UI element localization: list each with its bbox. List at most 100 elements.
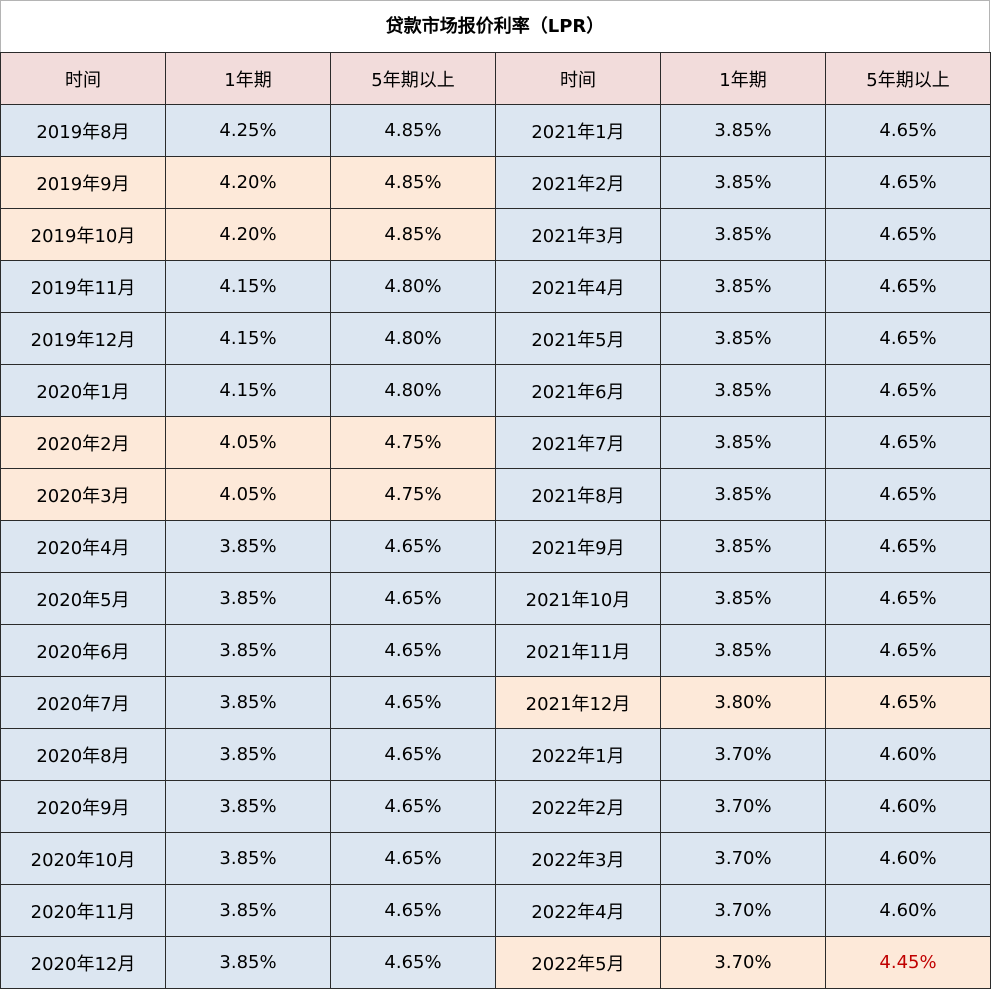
left-date-cell: 2020年12月 (0, 936, 166, 989)
right-rate-1y-cell: 3.85% (660, 364, 826, 417)
left-date-cell: 2020年6月 (0, 624, 166, 677)
left-rate-5y-cell: 4.65% (330, 624, 496, 677)
right-rate-1y-cell: 3.85% (660, 260, 826, 313)
right-date-cell: 2021年12月 (495, 676, 661, 729)
header-cell-date-left: 时间 (0, 52, 166, 105)
left-rate-1y-cell: 4.15% (165, 312, 331, 365)
left-rate-1y-cell: 4.20% (165, 156, 331, 209)
right-rate-1y-cell: 3.85% (660, 104, 826, 157)
left-date-cell: 2019年8月 (0, 104, 166, 157)
right-rate-5y-cell: 4.65% (825, 312, 991, 365)
left-date-cell: 2019年11月 (0, 260, 166, 313)
left-rate-1y-cell: 3.85% (165, 676, 331, 729)
table-row: 2020年2月 4.05% 4.75% 2021年7月 3.85% 4.65% (0, 416, 991, 469)
table-row: 2020年12月 3.85% 4.65% 2022年5月 3.70% 4.45% (0, 936, 991, 989)
right-rate-1y-cell: 3.85% (660, 468, 826, 521)
right-date-cell: 2021年3月 (495, 208, 661, 261)
left-rate-5y-cell: 4.65% (330, 884, 496, 937)
left-date-cell: 2019年10月 (0, 208, 166, 261)
right-rate-1y-cell: 3.85% (660, 520, 826, 573)
left-rate-5y-cell: 4.65% (330, 728, 496, 781)
right-rate-5y-cell: 4.65% (825, 156, 991, 209)
left-rate-5y-cell: 4.85% (330, 156, 496, 209)
right-date-cell: 2021年8月 (495, 468, 661, 521)
left-rate-1y-cell: 4.05% (165, 468, 331, 521)
header-cell-5y-right: 5年期以上 (825, 52, 991, 105)
left-date-cell: 2020年7月 (0, 676, 166, 729)
right-rate-1y-cell: 3.70% (660, 728, 826, 781)
left-rate-1y-cell: 4.20% (165, 208, 331, 261)
left-rate-5y-cell: 4.65% (330, 832, 496, 885)
right-date-cell: 2022年2月 (495, 780, 661, 833)
left-rate-1y-cell: 3.85% (165, 728, 331, 781)
right-date-cell: 2021年9月 (495, 520, 661, 573)
left-rate-1y-cell: 3.85% (165, 936, 331, 989)
left-rate-5y-cell: 4.80% (330, 312, 496, 365)
left-rate-1y-cell: 3.85% (165, 780, 331, 833)
right-date-cell: 2021年10月 (495, 572, 661, 625)
table-row: 2020年1月 4.15% 4.80% 2021年6月 3.85% 4.65% (0, 364, 991, 417)
sheet-title: 贷款市场报价利率（LPR） (0, 0, 990, 52)
table-row: 2019年8月 4.25% 4.85% 2021年1月 3.85% 4.65% (0, 104, 991, 157)
right-rate-1y-cell: 3.85% (660, 416, 826, 469)
left-rate-5y-cell: 4.75% (330, 416, 496, 469)
left-rate-5y-cell: 4.65% (330, 572, 496, 625)
header-cell-1y-left: 1年期 (165, 52, 331, 105)
left-date-cell: 2020年8月 (0, 728, 166, 781)
table-row: 2020年3月 4.05% 4.75% 2021年8月 3.85% 4.65% (0, 468, 991, 521)
right-rate-5y-cell: 4.65% (825, 208, 991, 261)
left-rate-1y-cell: 3.85% (165, 572, 331, 625)
left-date-cell: 2019年9月 (0, 156, 166, 209)
table-row: 2020年7月 3.85% 4.65% 2021年12月 3.80% 4.65% (0, 676, 991, 729)
left-date-cell: 2020年1月 (0, 364, 166, 417)
right-rate-1y-cell: 3.85% (660, 208, 826, 261)
left-rate-5y-cell: 4.85% (330, 208, 496, 261)
header-cell-date-right: 时间 (495, 52, 661, 105)
left-rate-5y-cell: 4.80% (330, 364, 496, 417)
table-row: 2019年12月 4.15% 4.80% 2021年5月 3.85% 4.65% (0, 312, 991, 365)
left-rate-1y-cell: 4.15% (165, 260, 331, 313)
left-rate-1y-cell: 3.85% (165, 832, 331, 885)
right-date-cell: 2022年4月 (495, 884, 661, 937)
table-body: 2019年8月 4.25% 4.85% 2021年1月 3.85% 4.65% 2019年9… (0, 104, 991, 989)
left-rate-5y-cell: 4.75% (330, 468, 496, 521)
left-rate-5y-cell: 4.65% (330, 936, 496, 989)
table-row: 2019年10月 4.20% 4.85% 2021年3月 3.85% 4.65% (0, 208, 991, 261)
right-rate-1y-cell: 3.85% (660, 156, 826, 209)
right-rate-1y-cell: 3.85% (660, 312, 826, 365)
left-date-cell: 2020年2月 (0, 416, 166, 469)
left-date-cell: 2020年11月 (0, 884, 166, 937)
right-date-cell: 2022年1月 (495, 728, 661, 781)
left-rate-1y-cell: 3.85% (165, 624, 331, 677)
table-row: 2020年8月 3.85% 4.65% 2022年1月 3.70% 4.60% (0, 728, 991, 781)
left-rate-1y-cell: 3.85% (165, 884, 331, 937)
right-date-cell: 2021年5月 (495, 312, 661, 365)
left-date-cell: 2019年12月 (0, 312, 166, 365)
left-rate-1y-cell: 4.15% (165, 364, 331, 417)
table-row: 2020年9月 3.85% 4.65% 2022年2月 3.70% 4.60% (0, 780, 991, 833)
header-cell-5y-left: 5年期以上 (330, 52, 496, 105)
right-rate-1y-cell: 3.85% (660, 624, 826, 677)
right-rate-5y-cell: 4.65% (825, 676, 991, 729)
right-rate-5y-cell: 4.60% (825, 780, 991, 833)
right-rate-5y-cell: 4.65% (825, 572, 991, 625)
right-rate-1y-cell: 3.80% (660, 676, 826, 729)
right-rate-5y-cell: 4.65% (825, 364, 991, 417)
right-date-cell: 2022年3月 (495, 832, 661, 885)
left-rate-5y-cell: 4.65% (330, 520, 496, 573)
left-date-cell: 2020年3月 (0, 468, 166, 521)
left-date-cell: 2020年9月 (0, 780, 166, 833)
right-rate-1y-cell: 3.70% (660, 780, 826, 833)
right-date-cell: 2021年2月 (495, 156, 661, 209)
right-rate-1y-cell: 3.85% (660, 572, 826, 625)
left-rate-1y-cell: 4.05% (165, 416, 331, 469)
right-rate-1y-cell: 3.70% (660, 832, 826, 885)
left-rate-5y-cell: 4.85% (330, 104, 496, 157)
left-date-cell: 2020年10月 (0, 832, 166, 885)
right-rate-5y-cell: 4.65% (825, 260, 991, 313)
left-rate-5y-cell: 4.65% (330, 780, 496, 833)
right-date-cell: 2021年11月 (495, 624, 661, 677)
right-rate-5y-cell: 4.60% (825, 884, 991, 937)
right-rate-5y-cell: 4.45% (825, 936, 991, 989)
